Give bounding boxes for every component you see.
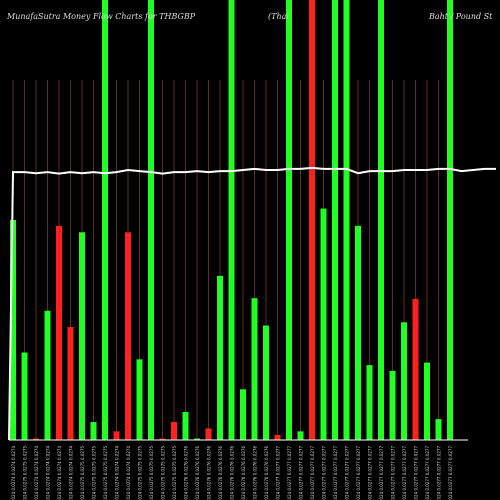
x-tick-label: 27/09/2024 0.0276 0.0276 0.0276	[218, 446, 223, 500]
bar	[136, 359, 143, 440]
x-tick-label: 24/10/2024 0.0277 0.0277 0.0277	[437, 446, 442, 500]
bar	[355, 225, 361, 440]
chart-title-middle: (Thai	[268, 12, 289, 21]
bar	[67, 326, 74, 440]
x-tick-label: 16/09/2024 0.0274 0.0274 0.0274	[115, 446, 120, 500]
x-tick-label: 13/09/2024 0.0275 0.0275 0.0275	[103, 446, 108, 500]
bar	[378, 0, 384, 440]
x-tick-label: 12/09/2024 0.0275 0.0275 0.0275	[92, 446, 97, 500]
bar	[79, 232, 85, 440]
x-tick-label: 25/10/2024 0.0277 0.0277 0.0277	[448, 446, 453, 500]
x-tick-label: 17/09/2024 0.0274 0.0274 0.0274	[126, 446, 131, 500]
x-tick-label: 19/09/2024 0.0275 0.0275 0.0275	[149, 446, 154, 500]
x-tick-label: 15/10/2024 0.0277 0.0277 0.0277	[356, 446, 361, 500]
x-tick-label: 17/10/2024 0.0277 0.0277 0.0277	[379, 446, 384, 500]
x-tick-label: 11/10/2024 0.0277 0.0277 0.0277	[333, 446, 338, 500]
bar	[320, 208, 327, 440]
bars	[10, 0, 453, 440]
x-tick-label: 07/10/2024 0.0277 0.0277 0.0277	[287, 446, 292, 500]
x-tick-label: 08/10/2024 0.0277 0.0277 0.0277	[299, 446, 304, 500]
x-tick-label: 11/09/2024 0.0275 0.0275 0.0275	[80, 446, 85, 500]
bar	[424, 362, 430, 440]
bar	[263, 325, 269, 440]
x-tick-label: 10/10/2024 0.0277 0.0277 0.0277	[322, 446, 327, 500]
x-tick-label: 09/10/2024 0.0277 0.0277 0.0277	[310, 446, 315, 500]
bar	[401, 322, 407, 440]
x-tick-label: 02/10/2024 0.0276 0.0276 0.0276	[253, 446, 258, 500]
price-line-group	[8, 166, 496, 441]
bar	[182, 411, 189, 440]
x-tick-label: 05/09/2024 0.0274 0.0274 0.0274	[34, 446, 39, 500]
x-tick-label: 23/10/2024 0.0277 0.0277 0.0277	[425, 446, 430, 500]
x-tick-label: 04/09/2024 0.0275 0.0275 0.0275	[23, 446, 28, 500]
bar	[332, 0, 338, 440]
x-tick-label: 03/09/2024 0.0274 0.0274 0.0274	[11, 446, 16, 500]
price-line	[8, 166, 496, 441]
x-tick-label: 01/10/2024 0.0276 0.0276 0.0276	[241, 446, 246, 500]
x-tick-label: 22/10/2024 0.0277 0.0277 0.0277	[414, 446, 419, 500]
x-tick-label: 18/10/2024 0.0277 0.0277 0.0277	[391, 446, 396, 500]
bar	[343, 0, 350, 440]
bar	[228, 0, 235, 440]
bar	[412, 298, 419, 440]
bar	[56, 225, 62, 440]
bar	[21, 352, 28, 440]
bar	[274, 434, 281, 440]
x-tick-label: 16/10/2024 0.0277 0.0277 0.0277	[368, 446, 373, 500]
bar	[194, 438, 200, 440]
x-tick-label: 30/09/2024 0.0276 0.0276 0.0276	[230, 446, 235, 500]
bar	[297, 431, 304, 440]
bar	[148, 0, 154, 440]
x-tick-label: 06/09/2024 0.0274 0.0274 0.0274	[46, 446, 51, 500]
bar	[435, 419, 442, 440]
x-tick-label: 24/09/2024 0.0276 0.0276 0.0276	[184, 446, 189, 500]
bar	[44, 310, 51, 440]
x-tick-label: 03/10/2024 0.0276 0.0276 0.0276	[264, 446, 269, 500]
bar	[366, 365, 373, 440]
bar	[102, 0, 108, 440]
chart-title-right: Baht / Pound St	[429, 12, 493, 21]
bar	[217, 275, 223, 440]
x-tick-label: 09/09/2024 0.0274 0.0274 0.0274	[57, 446, 62, 500]
bar	[171, 422, 177, 440]
bar	[389, 370, 396, 440]
bar	[33, 438, 39, 440]
bar	[159, 438, 166, 440]
bar	[309, 0, 315, 440]
x-tick-label: 14/10/2024 0.0277 0.0277 0.0277	[345, 446, 350, 500]
x-tick-label: 20/09/2024 0.0275 0.0275 0.0275	[161, 446, 166, 500]
x-tick-label: 21/10/2024 0.0277 0.0277 0.0277	[402, 446, 407, 500]
bar	[113, 431, 120, 440]
x-tick-label: 23/09/2024 0.0275 0.0275 0.0275	[172, 446, 177, 500]
bar	[90, 422, 97, 440]
bar	[10, 220, 16, 440]
x-tick-label: 26/09/2024 0.0276 0.0276 0.0276	[207, 446, 212, 500]
x-tick-label: 04/10/2024 0.0277 0.0277 0.0277	[276, 446, 281, 500]
bar	[251, 298, 258, 440]
x-tick-labels: 03/09/2024 0.0274 0.0274 0.0274 04/09/202…	[11, 446, 453, 500]
bar	[125, 232, 131, 440]
x-tick-label: 25/09/2024 0.0276 0.0276 0.0276	[195, 446, 200, 500]
x-tick-label: 10/09/2024 0.0274 0.0274 0.0274	[69, 446, 74, 500]
bar	[286, 0, 292, 440]
bar	[447, 0, 453, 440]
bar	[240, 389, 246, 440]
x-tick-label: 18/09/2024 0.0275 0.0275 0.0275	[138, 446, 143, 500]
chart-title: MunafaSutra Money Flow Charts for THBGBP	[7, 12, 196, 21]
bar	[205, 428, 212, 440]
